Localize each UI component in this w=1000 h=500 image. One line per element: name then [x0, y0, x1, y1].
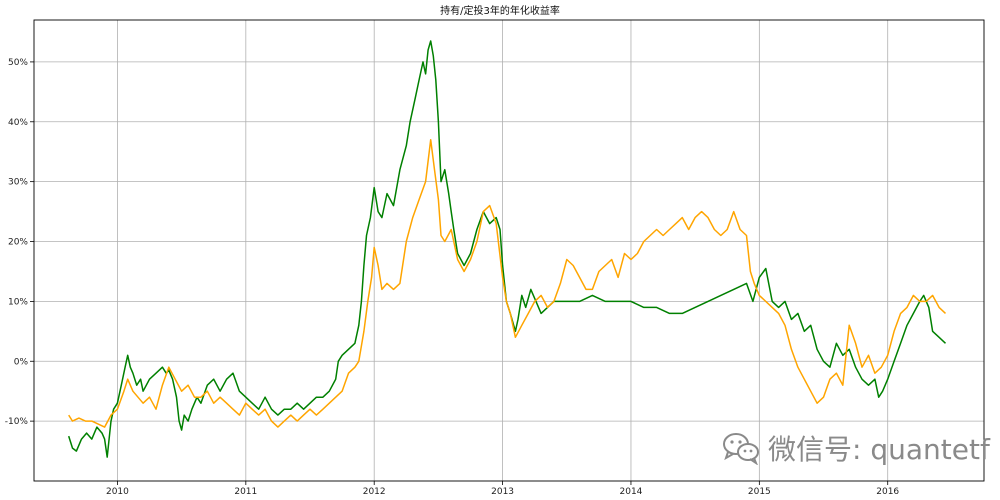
wechat-icon	[722, 431, 760, 465]
y-tick-label: -10%	[5, 417, 29, 427]
series-line-1	[67, 40, 947, 458]
x-tick-label: 2010	[106, 487, 129, 497]
axes: -10% 0% 10% 20% 30% 40% 50% 2010 2011 2012 2013 201…	[5, 19, 985, 497]
grid	[34, 20, 984, 481]
watermark: 微信号: quantetf	[722, 428, 990, 468]
x-tick-label: 2015	[748, 487, 771, 497]
y-tick-label: 20%	[8, 238, 28, 248]
y-tick-label: 50%	[8, 58, 28, 68]
x-tick-label: 2011	[234, 487, 257, 497]
y-tick-label: 10%	[8, 297, 28, 307]
chart-title: 持有/定投3年的年化收益率	[440, 4, 560, 17]
plot-frame	[33, 19, 985, 482]
y-tick-label: 30%	[8, 178, 28, 188]
x-tick-label: 2013	[491, 487, 514, 497]
series-line-2	[68, 138, 947, 428]
x-tick-label: 2014	[620, 487, 643, 497]
x-tick-label: 2016	[876, 487, 899, 497]
watermark-text: 微信号: quantetf	[768, 433, 990, 466]
y-tick-label: 0%	[14, 357, 29, 367]
y-tick-label: 40%	[8, 118, 28, 128]
x-tick-label: 2012	[363, 487, 386, 497]
series-layer	[67, 40, 947, 458]
